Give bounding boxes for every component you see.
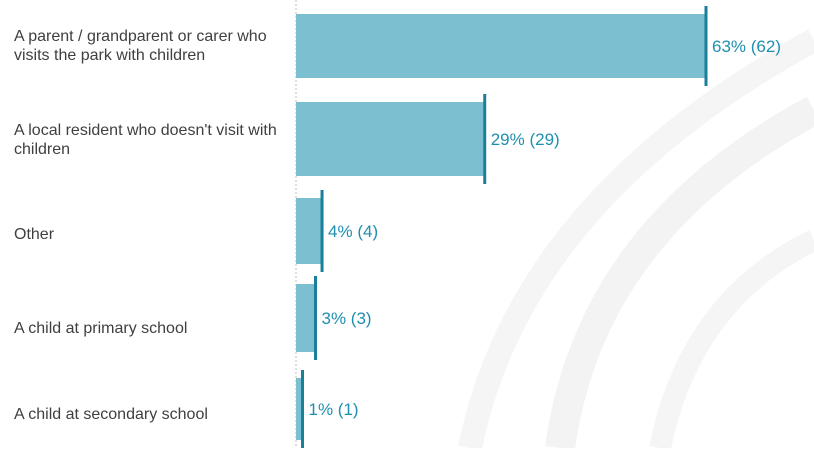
bar: [296, 198, 323, 264]
category-label: A child at secondary school: [14, 405, 208, 423]
category-label: A local resident who doesn't visit with …: [14, 122, 277, 158]
category-label: A child at primary school: [14, 319, 188, 337]
category-label: Other: [14, 225, 55, 243]
bars-group: 63% (62) 29% (29) 4% (4) 3% (3) 1% (1): [296, 6, 781, 448]
category-label: A parent / grandparent or carer who visi…: [14, 28, 267, 64]
value-label: 3% (3): [322, 309, 372, 328]
value-label: 1% (1): [309, 400, 359, 419]
value-label: 4% (4): [328, 222, 378, 241]
bar: [296, 102, 485, 176]
watermark-logo: [458, 29, 814, 448]
bar: [296, 284, 316, 352]
bar: [296, 14, 706, 78]
value-label: 29% (29): [491, 130, 560, 149]
value-label: 63% (62): [712, 37, 781, 56]
bar: [296, 378, 303, 440]
